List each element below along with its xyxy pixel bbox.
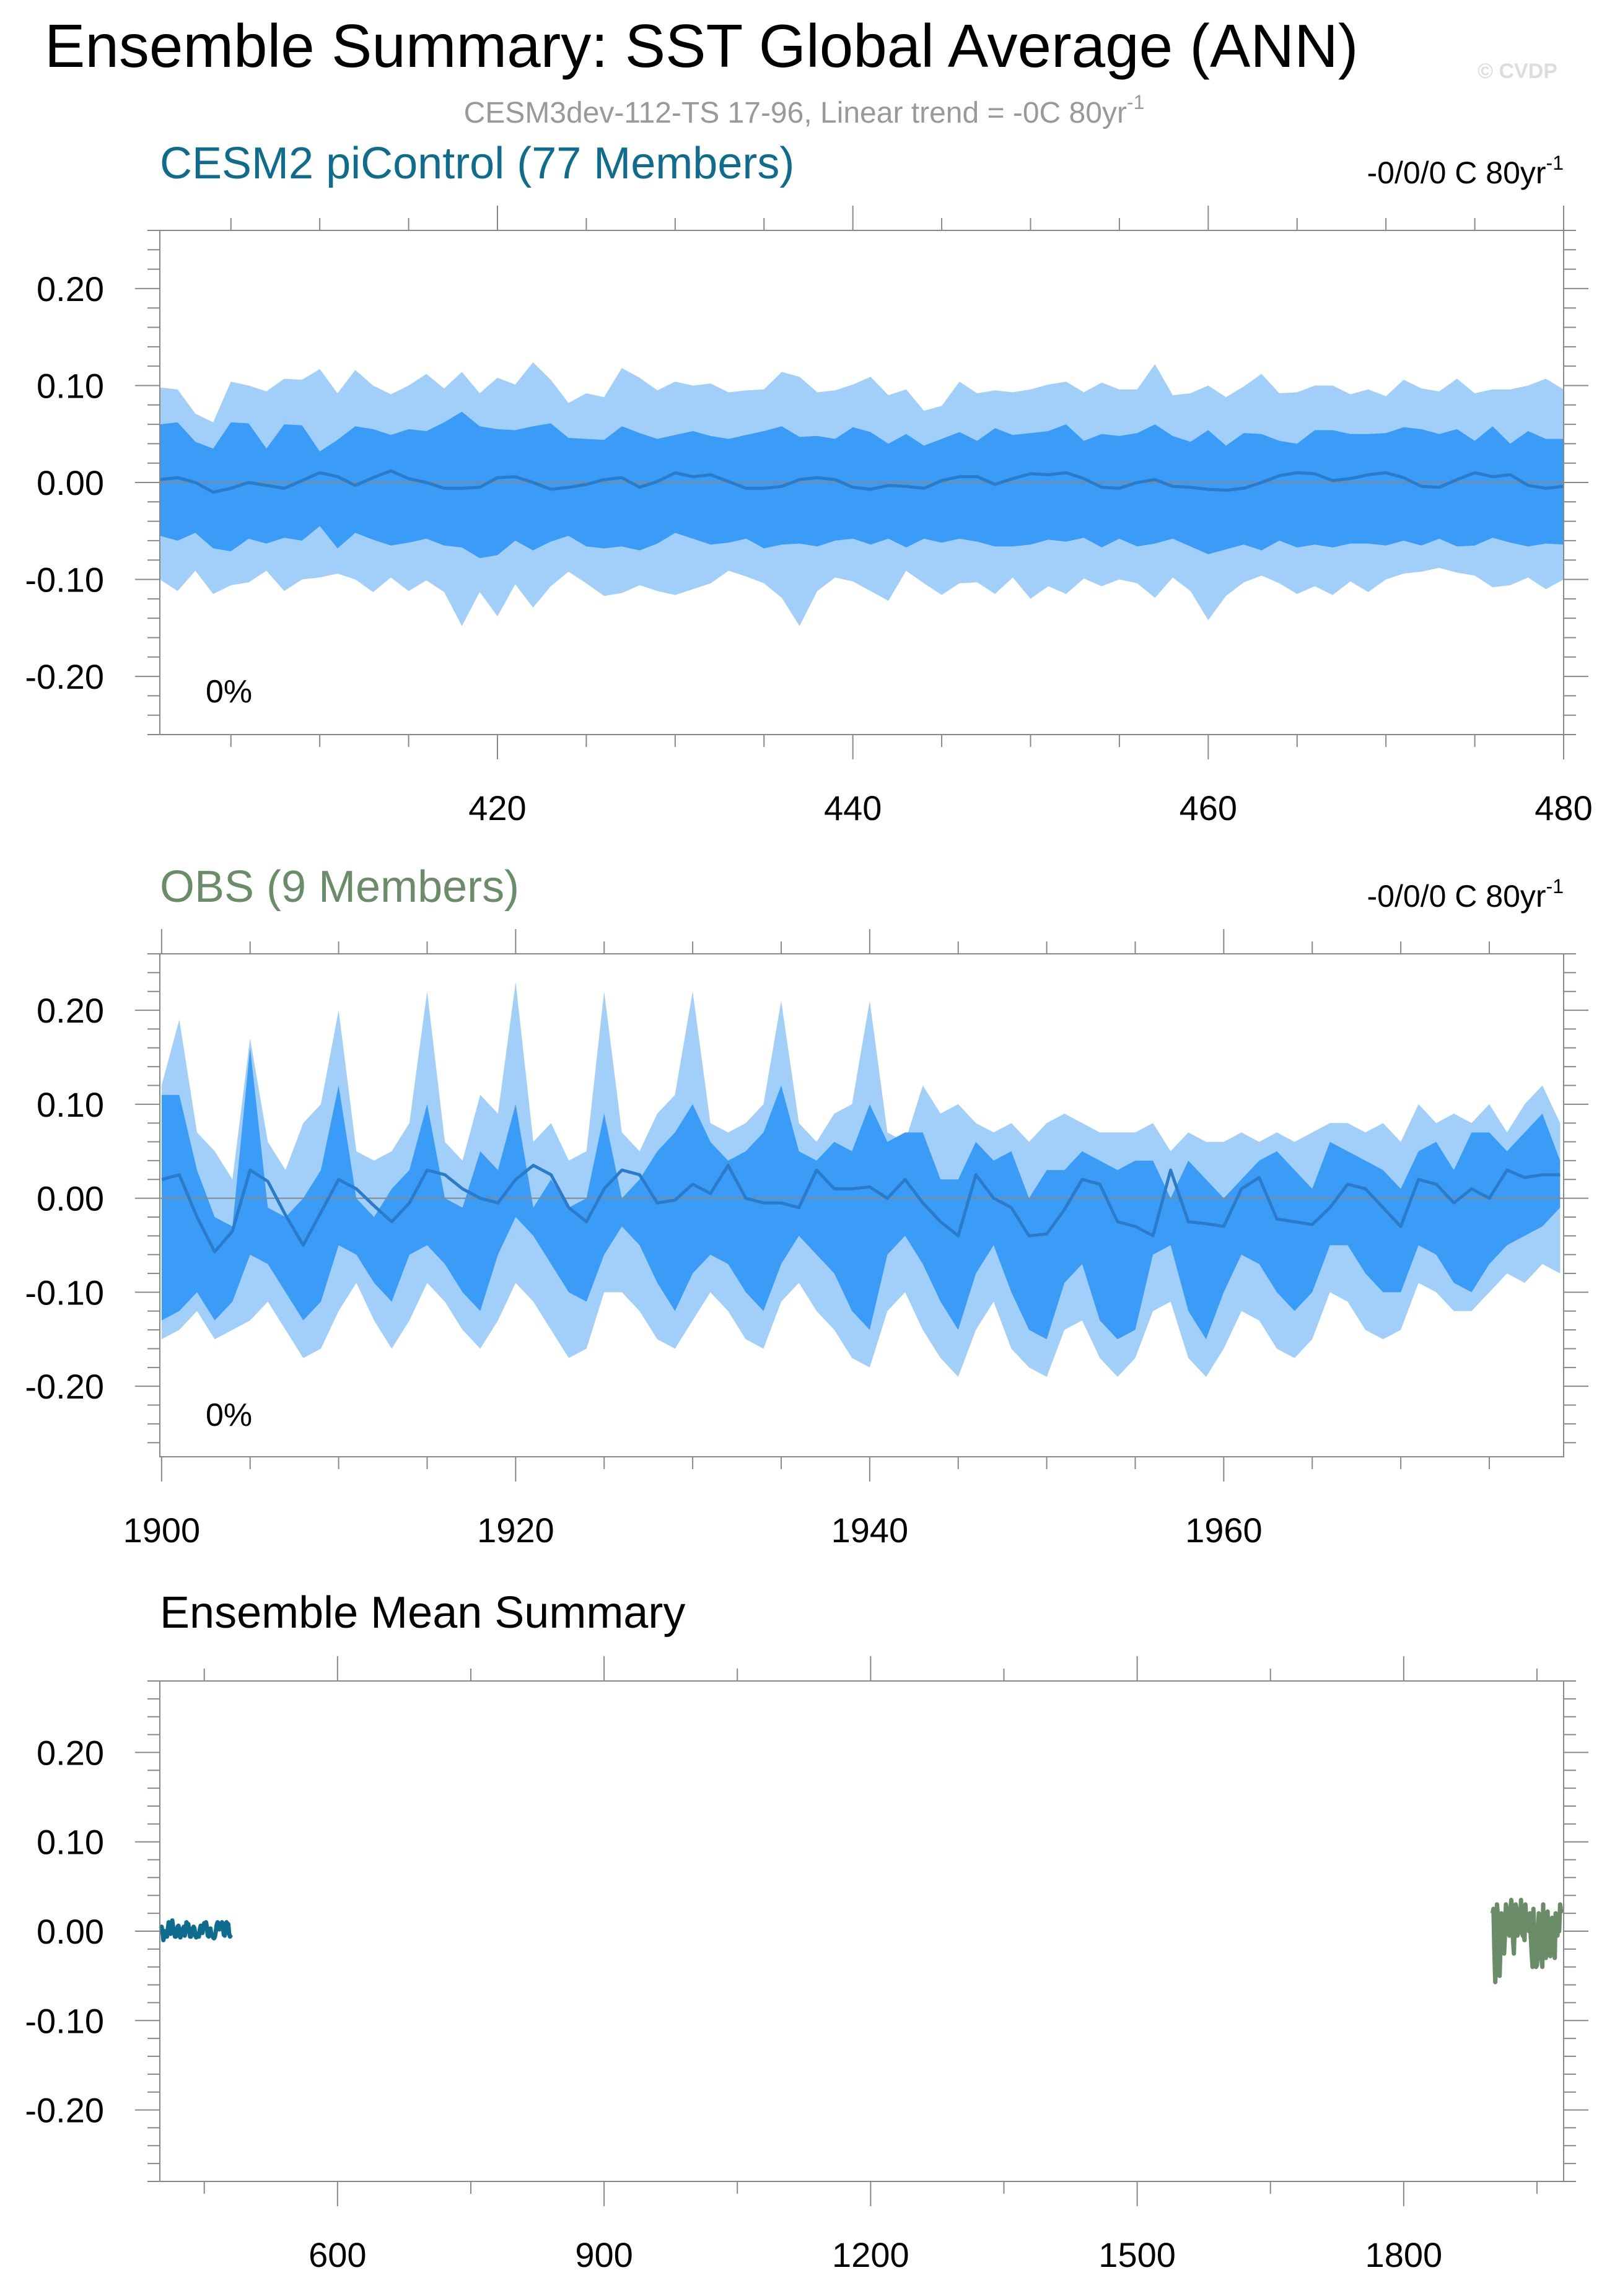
summary-x-tick-label: 1800 — [1365, 2235, 1443, 2274]
summary-y-tick-label: 0.00 — [37, 1912, 104, 1951]
main-title: Ensemble Summary: SST Global Average (AN… — [45, 12, 1359, 80]
summary-panel-title: Ensemble Mean Summary — [160, 1588, 685, 1638]
obs-trend-superscript: -1 — [1546, 875, 1564, 897]
obs-x-tick-label: 1920 — [477, 1511, 554, 1550]
cesm2-x-tick-label: 420 — [468, 788, 526, 827]
cesm2-y-tick-label: 0.00 — [37, 463, 104, 502]
cvdp-watermark: © CVDP — [1478, 59, 1557, 83]
cesm2-panel-title: CESM2 piControl (77 Members) — [160, 139, 794, 188]
summary-x-tick-label: 1200 — [832, 2235, 909, 2274]
summary-y-tick-label: -0.10 — [25, 2001, 104, 2040]
cesm2-x-tick-label: 460 — [1180, 788, 1237, 827]
obs-inner-spread-band — [161, 1047, 1561, 1340]
summary-line-cesm2 — [159, 1918, 233, 1942]
obs-trend-text: -0/0/0 C 80yr — [1367, 879, 1546, 914]
subtitle-superscript: -1 — [1127, 91, 1144, 113]
cesm2-x-tick-label: 440 — [824, 788, 882, 827]
cesm2-trend-superscript: -1 — [1546, 152, 1564, 174]
cesm2-y-tick-label: 0.20 — [37, 269, 104, 308]
obs-y-tick-label: 0.20 — [37, 991, 104, 1030]
summary-x-tick-label: 600 — [309, 2235, 366, 2274]
obs-x-tick-label: 1900 — [123, 1511, 201, 1550]
subtitle: CESM3dev-112-TS 17-96, Linear trend = -0… — [464, 91, 1145, 129]
cesm2-y-tick-label: -0.10 — [25, 561, 104, 600]
cesm2-y-tick-label: -0.20 — [25, 657, 104, 696]
obs-plot-frame — [159, 953, 1564, 1457]
obs-y-tick-label: 0.10 — [37, 1085, 104, 1124]
summary-x-tick-label: 1500 — [1098, 2235, 1176, 2274]
cesm2-percent-label: 0% — [206, 674, 252, 710]
cesm2-ensemble-mean-line — [159, 469, 1564, 494]
summary-plot-area: 0.20 0.10 0.00 -0.10 -0.20 600 900 1200 1500 1800 — [25, 1656, 1588, 2274]
obs-y-tick-label: -0.20 — [25, 1367, 104, 1406]
obs-panel: OBS (9 Members) -0/0/0 C 80yr-1 0.20 0.10… — [25, 862, 1588, 1550]
cesm2-trend-label: -0/0/0 C 80yr-1 — [1367, 152, 1564, 190]
cesm2-y-tick-label: 0.10 — [37, 366, 104, 405]
obs-percent-label: 0% — [206, 1397, 252, 1433]
obs-y-tick-label: 0.00 — [37, 1179, 104, 1218]
summary-y-tick-label: 0.10 — [37, 1823, 104, 1862]
cesm2-plot-area: 0.20 0.10 0.00 -0.10 -0.20 420 440 460 480 — [25, 206, 1593, 827]
ensemble-mean-summary-panel: Ensemble Mean Summary 0.20 0.10 0.00 -0.10 -… — [25, 1588, 1588, 2274]
summary-line-obs — [1490, 1898, 1564, 1984]
obs-panel-title: OBS (9 Members) — [160, 862, 519, 912]
cesm2-trend-text: -0/0/0 C 80yr — [1367, 155, 1546, 190]
obs-x-tick-label: 1960 — [1185, 1511, 1263, 1550]
summary-y-tick-label: 0.20 — [37, 1733, 104, 1772]
obs-ensemble-mean-line — [161, 1164, 1561, 1254]
obs-trend-label: -0/0/0 C 80yr-1 — [1367, 875, 1564, 914]
summary-x-tick-label: 900 — [575, 2235, 633, 2274]
obs-y-tick-label: -0.10 — [25, 1273, 104, 1312]
subtitle-text: CESM3dev-112-TS 17-96, Linear trend = -0… — [464, 97, 1127, 129]
cesm2-inner-spread-band — [160, 411, 1564, 559]
obs-plot-area: 0.20 0.10 0.00 -0.10 -0.20 1900 1920 1940 1960 — [25, 929, 1588, 1550]
summary-y-tick-label: -0.20 — [25, 2091, 104, 2130]
cesm2-picontrol-panel: CESM2 piControl (77 Members) -0/0/0 C 80… — [25, 139, 1592, 827]
obs-x-tick-label: 1940 — [831, 1511, 909, 1550]
summary-plot-frame — [159, 1680, 1564, 2182]
cesm2-x-tick-label: 480 — [1535, 788, 1592, 827]
